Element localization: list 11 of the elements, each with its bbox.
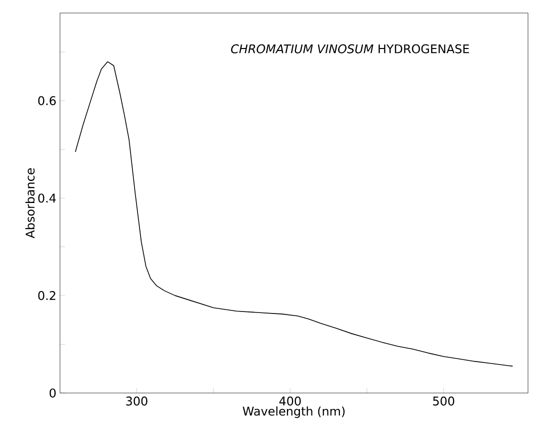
y-tick-label: 0.4 xyxy=(38,194,56,203)
text: CHROMATIUM VINOSUM HYDROGENASE xyxy=(231,44,469,54)
x-axis-title: Wavelength (nm) xyxy=(242,406,345,418)
y-tick-label: 0 xyxy=(50,388,56,398)
line-series xyxy=(74,61,514,367)
x-tick-label: 400 xyxy=(279,396,301,406)
y-tick-label: 0.2 xyxy=(38,291,56,300)
y-axis-title: Absorbance xyxy=(25,168,35,238)
x-tick-label: 300 xyxy=(126,396,148,406)
y-tick-label: 0.6 xyxy=(38,96,56,106)
x-tick-label: 500 xyxy=(433,396,454,406)
